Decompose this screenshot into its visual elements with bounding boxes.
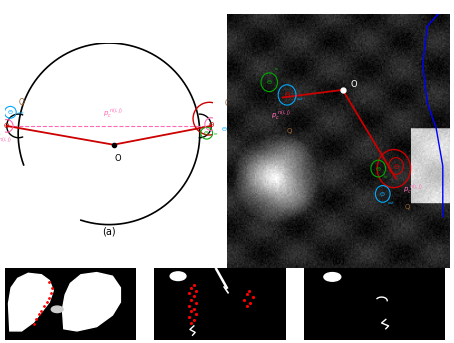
- Text: (b): (b): [331, 255, 345, 265]
- Text: Q: Q: [405, 204, 410, 210]
- Text: $\Theta$: $\Theta$: [375, 165, 381, 173]
- Text: $_{out}$: $_{out}$: [387, 200, 395, 207]
- Text: $_{in}$: $_{in}$: [383, 173, 388, 180]
- Text: $p_c^{\ n(i,j)}$: $p_c^{\ n(i,j)}$: [403, 182, 423, 196]
- Text: $_{out}$: $_{out}$: [17, 110, 25, 117]
- Text: (a): (a): [102, 226, 116, 236]
- Text: $p_c^{\ n(i,j)}$: $p_c^{\ n(i,j)}$: [271, 109, 291, 122]
- Circle shape: [324, 273, 341, 281]
- Text: Q: Q: [18, 98, 24, 107]
- Circle shape: [170, 272, 186, 281]
- Text: O: O: [350, 80, 357, 89]
- Text: Q: Q: [287, 128, 292, 134]
- Text: $\Theta$: $\Theta$: [7, 108, 14, 116]
- Polygon shape: [9, 273, 53, 331]
- Circle shape: [51, 306, 63, 312]
- Text: $\Theta$: $\Theta$: [221, 125, 227, 133]
- Text: $\Theta$: $\Theta$: [3, 121, 10, 130]
- Text: $\Theta$: $\Theta$: [207, 120, 215, 129]
- Text: $_{out}$: $_{out}$: [296, 96, 305, 103]
- Text: $\Theta$: $\Theta$: [284, 91, 291, 99]
- Text: $p_c^{\ n(i,j)}$: $p_c^{\ n(i,j)}$: [0, 135, 12, 149]
- Text: Q: Q: [225, 99, 231, 108]
- Text: $_{in}$: $_{in}$: [0, 132, 1, 139]
- Text: $_{in}$: $_{in}$: [213, 131, 218, 138]
- Polygon shape: [63, 273, 120, 331]
- Text: $_{out}$: $_{out}$: [231, 129, 240, 136]
- Text: $\Theta$: $\Theta$: [266, 78, 272, 86]
- Text: $\Theta$: $\Theta$: [393, 162, 400, 170]
- Text: O: O: [115, 154, 121, 163]
- Text: $p_c^{\ n(i,j)}$: $p_c^{\ n(i,j)}$: [104, 106, 123, 119]
- Text: $_{in}$: $_{in}$: [274, 66, 279, 73]
- Text: $\Theta$: $\Theta$: [203, 129, 210, 137]
- Text: $\Theta$: $\Theta$: [380, 190, 386, 198]
